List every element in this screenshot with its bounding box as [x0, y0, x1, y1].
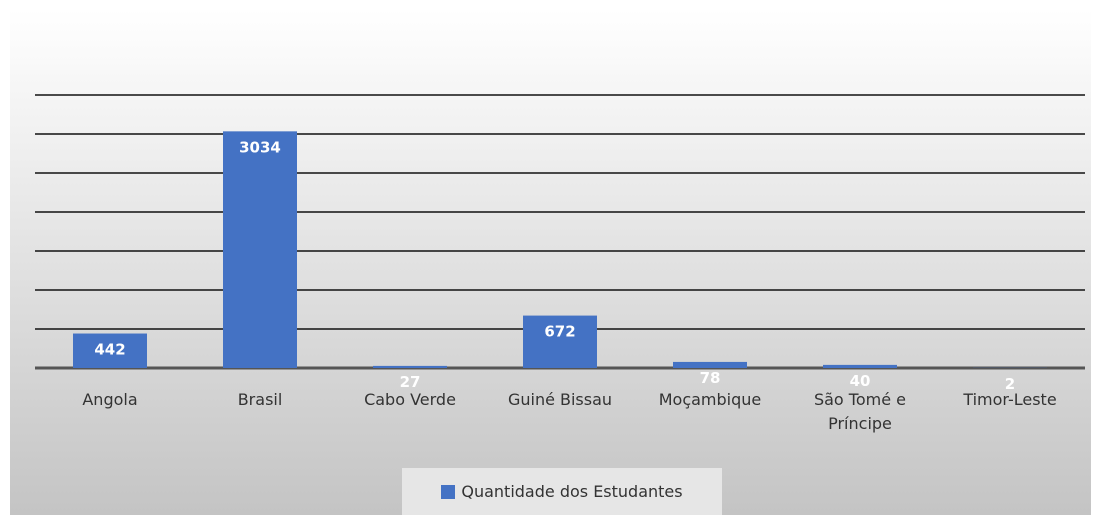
value-label: 3034 — [239, 138, 281, 156]
bar — [523, 315, 597, 368]
x-tick-label: Angola — [82, 390, 138, 409]
bar — [823, 364, 897, 368]
value-label: 2 — [1005, 375, 1015, 393]
bar — [73, 333, 147, 368]
x-tick-label: Brasil — [237, 390, 283, 409]
value-label: 78 — [700, 369, 721, 387]
legend-swatch — [441, 484, 456, 499]
bar — [373, 365, 447, 368]
legend: Quantidade dos Estudantes — [402, 468, 722, 515]
value-label: 40 — [850, 372, 871, 390]
bar — [673, 361, 747, 368]
value-label: 27 — [400, 373, 421, 391]
x-tick-label: Cabo Verde — [364, 390, 456, 409]
bar — [223, 131, 297, 368]
x-tick-label: Moçambique — [658, 390, 762, 409]
background — [10, 10, 1091, 515]
legend-label: Quantidade dos Estudantes — [461, 482, 683, 501]
x-tick-label: São Tomé e Príncipe — [813, 390, 907, 433]
x-tick-label: Timor-Leste — [963, 390, 1057, 409]
value-label: 672 — [544, 323, 575, 341]
x-tick-label: Guiné Bissau — [507, 390, 613, 409]
value-label: 442 — [94, 341, 125, 359]
